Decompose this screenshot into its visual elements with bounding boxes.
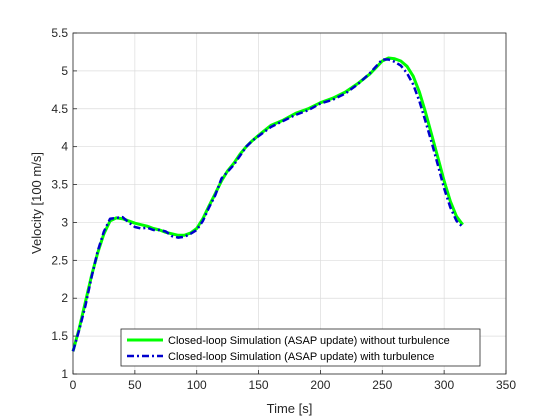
y-tick-label: 5.5: [51, 26, 68, 40]
y-tick-label: 2: [61, 291, 68, 305]
legend-box: [120, 328, 481, 367]
y-axis-ticks: 1 1.5 2 2.5 3 3.5 4 4.5 5 5.5: [51, 26, 77, 381]
legend-label-without-turbulence: Closed-loop Simulation (ASAP update) wit…: [168, 335, 450, 347]
y-tick-label: 2.5: [51, 253, 68, 267]
y-tick-label: 1: [61, 367, 68, 381]
series-layer: [71, 56, 464, 352]
y-tick-label: 4.5: [51, 102, 68, 116]
x-tick-label: 100: [187, 378, 207, 392]
x-tick-label: 200: [310, 378, 330, 392]
y-tick-label: 3.5: [51, 178, 68, 192]
x-tick-label: 350: [496, 378, 516, 392]
x-tick-label: 250: [372, 378, 392, 392]
plot-frame: [72, 32, 507, 375]
y-tick-label: 1.5: [51, 329, 68, 343]
y-tick-label: 4: [61, 140, 68, 154]
legend: Closed-loop Simulation (ASAP update) wit…: [120, 328, 481, 367]
y-tick-label: 3: [61, 215, 68, 229]
series-line-with-turbulence: [71, 58, 464, 352]
x-tick-label: 50: [128, 378, 142, 392]
x-tick-label: 0: [70, 378, 77, 392]
x-axis-ticks: 0 50 100 150 200 250 300 350: [70, 370, 516, 392]
x-tick-label: 300: [434, 378, 454, 392]
x-tick-label: 150: [249, 378, 269, 392]
y-tick-label: 5: [61, 64, 68, 78]
legend-label-with-turbulence: Closed-loop Simulation (ASAP update) wit…: [168, 351, 434, 363]
x-axis-label: Time [s]: [267, 401, 313, 416]
y-axis-label: Velocity [100 m/s]: [29, 152, 44, 254]
